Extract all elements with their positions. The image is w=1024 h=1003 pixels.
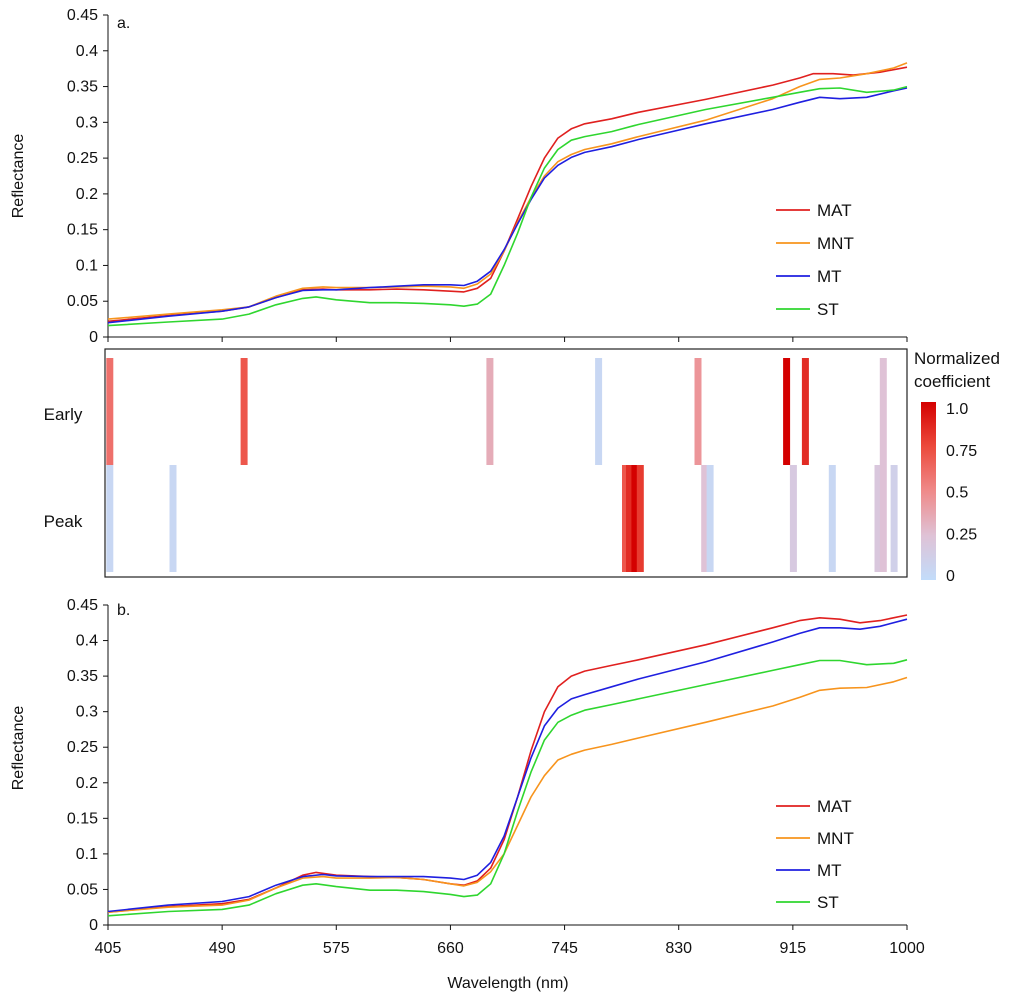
panel-b-legend: MAT MNT MT ST — [776, 797, 854, 912]
colorbar-tick-label: 0.75 — [946, 443, 977, 460]
coefficient-heatmap: Early Peak Normalized coefficient 1.0 0.7… — [44, 348, 1000, 585]
panel-b-x-axis-title: Wavelength (nm) — [447, 975, 568, 992]
panel-b-legend-label-mt: MT — [817, 861, 842, 880]
panel-b-y-tick-label: 0.35 — [67, 668, 98, 685]
panel-b-x-tick-label: 575 — [323, 940, 350, 957]
panel-a-legend-label-mat: MAT — [817, 201, 852, 220]
panel-b-series-line-mnt — [107, 676, 908, 913]
panel-b-y-tick-label: 0.15 — [67, 810, 98, 827]
heatmap-cell-early — [783, 358, 791, 465]
heatmap-cell-early — [240, 358, 248, 465]
panel-a-y-tick-label: 0.3 — [76, 114, 98, 131]
panel-b-y-tick-label: 0.3 — [76, 704, 98, 721]
panel-b-y-tick-label: 0.05 — [67, 881, 98, 898]
panel-a-legend: MAT MNT MT ST — [776, 201, 854, 319]
colorbar-ticks: 1.0 0.75 0.5 0.25 0 — [946, 401, 977, 585]
panel-b-y-tick-label: 0 — [89, 917, 98, 934]
panel-b-y-tick-label: 0.2 — [76, 775, 98, 792]
panel-b-series-line-mt — [107, 618, 908, 913]
panel-b-y-axis-title: Reflectance — [10, 706, 27, 791]
panel-b-x-ticks: 405 490 575 660 745 830 915 1000 — [95, 925, 925, 957]
colorbar-tick-label: 0 — [946, 568, 955, 585]
panel-b-y-tick-label: 0.25 — [67, 739, 98, 756]
panel-a-label: a. — [117, 15, 130, 32]
panel-a-y-tick-label: 0.05 — [67, 293, 98, 310]
panel-b-x-tick-label: 745 — [551, 940, 578, 957]
heatmap-cell-early — [486, 358, 494, 465]
panel-b-x-tick-label: 1000 — [889, 940, 925, 957]
panel-a-y-axis-title: Reflectance — [10, 134, 27, 219]
heatmap-cell-peak — [828, 465, 836, 572]
panel-b-x-tick-label: 490 — [209, 940, 236, 957]
panel-a-line-chart: 0 0.05 0.1 0.15 0.2 0.25 0.3 0.35 0.4 0.45 a. Ref… — [10, 7, 908, 346]
panel-a-y-tick-label: 0.45 — [67, 7, 98, 24]
panel-a-y-tick-label: 0 — [89, 329, 98, 346]
panel-b-y-tick-label: 0.4 — [76, 633, 98, 650]
panel-b-legend-label-st: ST — [817, 893, 839, 912]
colorbar-tick-label: 0.25 — [946, 526, 977, 543]
heatmap-row-label-early: Early — [44, 405, 83, 424]
colorbar-title-line-2: coefficient — [914, 372, 991, 391]
heatmap-row-label-peak: Peak — [44, 512, 83, 531]
colorbar-title-line-1: Normalized — [914, 349, 1000, 368]
panel-b-x-tick-label: 915 — [780, 940, 807, 957]
heatmap-cell-peak — [874, 465, 882, 572]
heatmap-frame — [104, 348, 908, 578]
heatmap-cell-peak — [622, 465, 629, 572]
panel-a-y-tick-label: 0.2 — [76, 186, 98, 203]
heatmap-cell-peak — [626, 465, 633, 572]
panel-a-series — [107, 62, 908, 327]
panel-b-series — [107, 614, 908, 917]
panel-b-x-tick-label: 405 — [95, 940, 122, 957]
heatmap-cell-peak — [789, 465, 797, 572]
heatmap-cell-peak — [106, 465, 114, 572]
panel-a-y-tick-label: 0.4 — [76, 43, 98, 60]
panel-a-series-line-mt — [107, 87, 908, 324]
heatmap-cell-peak — [636, 465, 644, 572]
heatmap-cell-early — [801, 358, 809, 465]
heatmap-cell-peak — [879, 465, 887, 572]
panel-b-x-tick-label: 830 — [665, 940, 692, 957]
panel-b-series-line-st — [107, 659, 908, 917]
panel-a-y-ticks: 0 0.05 0.1 0.15 0.2 0.25 0.3 0.35 0.4 0.45 — [67, 7, 108, 346]
panel-a-y-tick-label: 0.1 — [76, 257, 98, 274]
heatmap-cell-peak — [701, 465, 709, 572]
panel-b-x-tick-label: 660 — [437, 940, 464, 957]
panel-b-legend-label-mat: MAT — [817, 797, 852, 816]
panel-a-x-tick-marks — [107, 337, 908, 342]
heatmap-cell-peak — [169, 465, 177, 572]
colorbar — [921, 402, 936, 580]
heatmap-cell-peak — [890, 465, 898, 572]
heatmap-cell-peak — [631, 465, 639, 572]
panel-b-label: b. — [117, 602, 130, 619]
panel-b-y-tick-label: 0.45 — [67, 597, 98, 614]
heatmap-cells — [106, 358, 898, 572]
panel-b-legend-label-mnt: MNT — [817, 829, 854, 848]
panel-b-line-chart: 0 0.05 0.1 0.15 0.2 0.25 0.3 0.35 0.4 0.45 405 490… — [10, 597, 925, 992]
panel-a-y-tick-label: 0.25 — [67, 150, 98, 167]
panel-a-series-line-mnt — [107, 62, 908, 320]
heatmap-cell-peak — [706, 465, 714, 572]
heatmap-cell-early — [694, 358, 702, 465]
heatmap-cell-early — [879, 358, 887, 465]
panel-a-y-tick-label: 0.15 — [67, 222, 98, 239]
colorbar-tick-label: 1.0 — [946, 401, 968, 418]
panel-a-legend-label-mnt: MNT — [817, 234, 854, 253]
panel-a-legend-label-mt: MT — [817, 267, 842, 286]
panel-b-series-line-mat — [107, 614, 908, 913]
panel-a-legend-label-st: ST — [817, 300, 839, 319]
panel-a-y-tick-label: 0.35 — [67, 79, 98, 96]
panel-a-series-line-st — [107, 85, 908, 327]
heatmap-cell-early — [106, 358, 114, 465]
colorbar-tick-label: 0.5 — [946, 485, 968, 502]
panel-b-y-ticks: 0 0.05 0.1 0.15 0.2 0.25 0.3 0.35 0.4 0.45 — [67, 597, 108, 934]
panel-b-y-tick-label: 0.1 — [76, 846, 98, 863]
heatmap-cell-early — [595, 358, 603, 465]
